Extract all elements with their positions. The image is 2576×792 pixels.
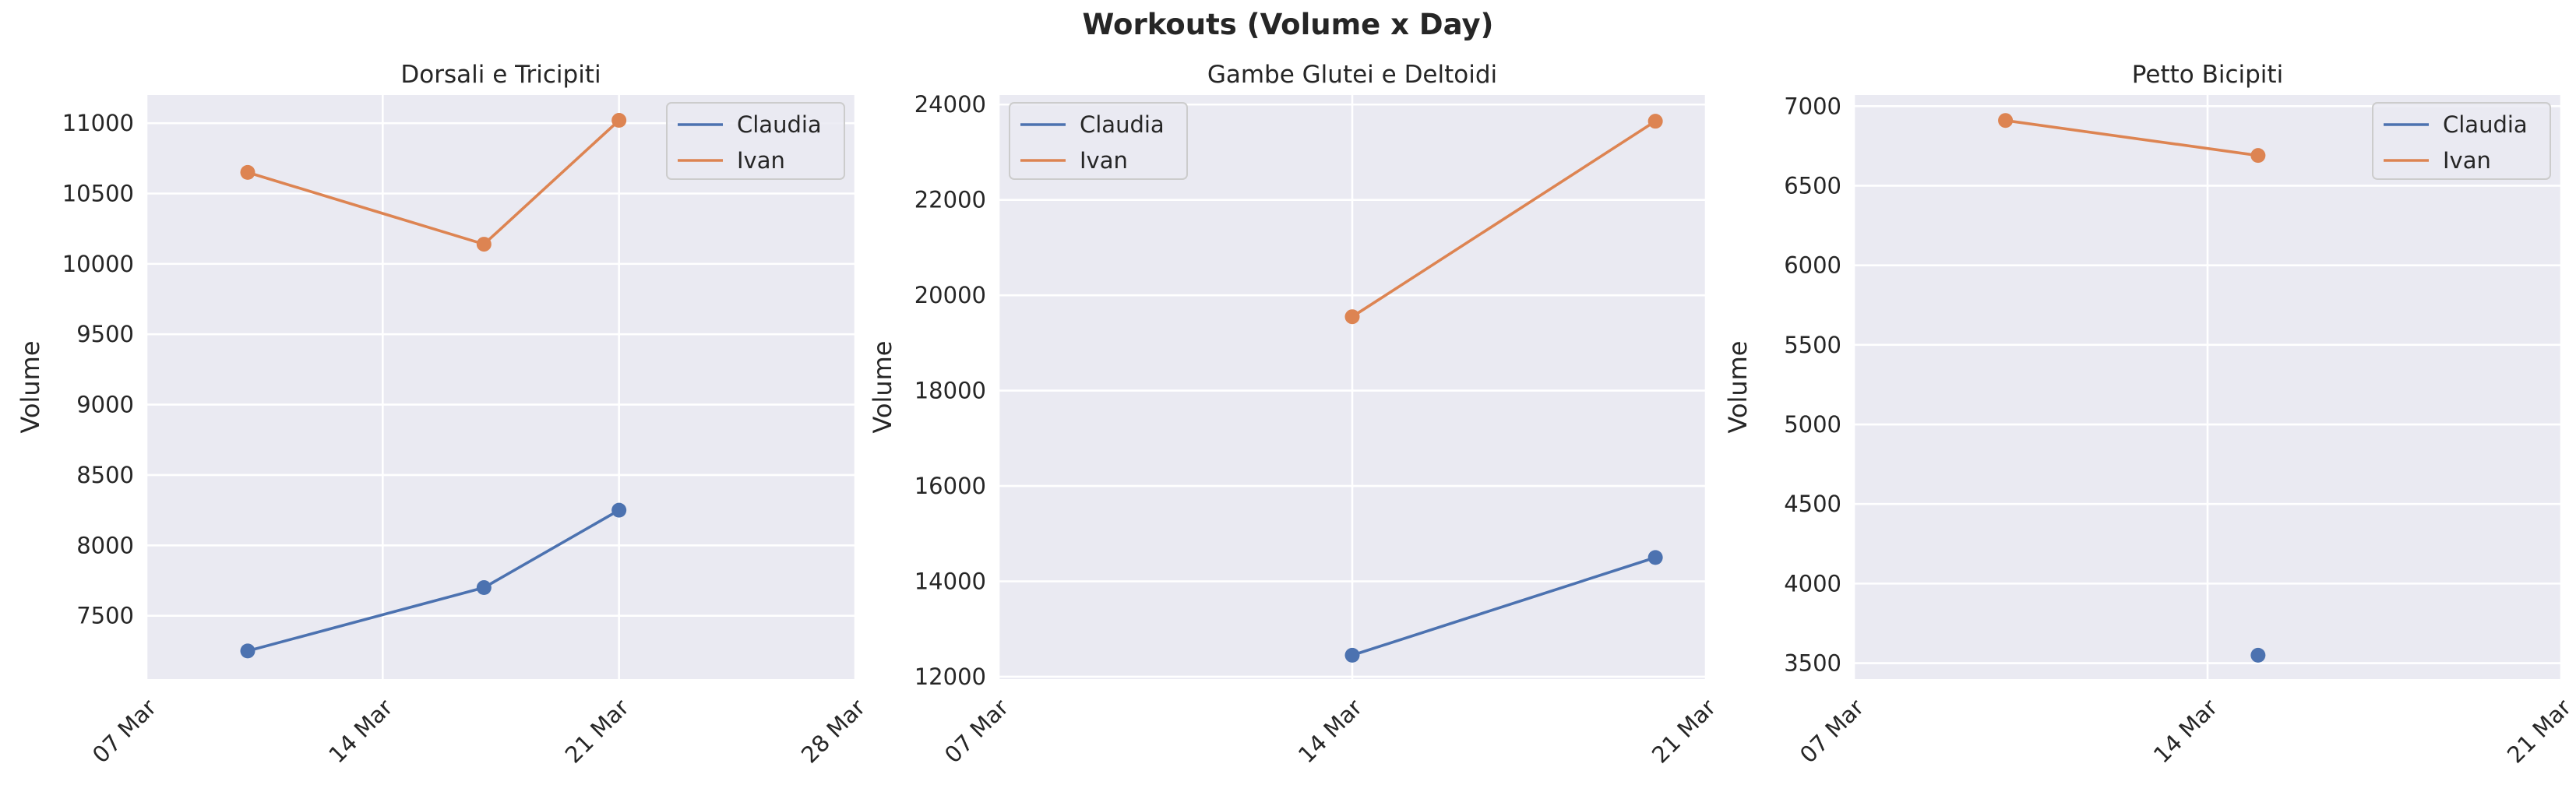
y-tick-label: 6500 [1784, 172, 1841, 199]
legend-entry-label: Claudia [737, 111, 822, 138]
chart-2: 12000 14000 16000 18000 20000 22000 24000 07 Ma… [868, 61, 1721, 769]
y-axis-label: Volume [868, 340, 897, 433]
legend-entry-label: Claudia [2443, 111, 2528, 138]
figure-title: Workouts (Volume x Day) [1082, 8, 1494, 41]
x-tick-label: 28 Mar [796, 694, 870, 768]
y-tick-label: 3500 [1784, 650, 1841, 677]
legend-entry-label: Ivan [737, 147, 785, 174]
y-tick-label: 5000 [1784, 411, 1841, 438]
x-tick-label: 14 Mar [323, 694, 397, 768]
y-tick-label: 18000 [914, 378, 986, 404]
legend-entry-label: Ivan [1080, 147, 1128, 174]
legend-entry-label: Claudia [1080, 111, 1165, 138]
data-point-ivan [476, 237, 492, 252]
y-tick-label: 8000 [76, 532, 134, 558]
x-tick-label: 07 Mar [87, 694, 161, 768]
plot-background [146, 95, 855, 679]
y-tick-label: 14000 [914, 568, 986, 594]
data-point-claudia [2250, 647, 2266, 663]
data-point-ivan [1647, 114, 1663, 129]
data-point-ivan [1998, 113, 2014, 128]
data-point-ivan [240, 164, 255, 180]
y-tick-label: 7500 [76, 603, 134, 629]
y-tick-label: 5500 [1784, 332, 1841, 358]
y-tick-label: 24000 [914, 91, 986, 118]
x-tick-label: 21 Mar [1647, 694, 1721, 768]
chart-title: Gambe Glutei e Deltoidi [1207, 61, 1497, 89]
y-tick-label: 9500 [76, 321, 134, 347]
chart-3: 3500 4000 4500 5000 5500 6000 6500 7000 07 Mar 14… [1723, 61, 2576, 769]
series-line-ivan [2003, 118, 2260, 157]
legend: Claudia Ivan [2372, 102, 2551, 180]
chart-title: Dorsali e Tricipiti [400, 61, 601, 89]
x-tick-label: 07 Mar [1795, 694, 1869, 768]
y-tick-label: 4000 [1784, 570, 1841, 597]
y-tick-label: 7000 [1784, 93, 1841, 119]
y-tick-label: 20000 [914, 282, 986, 308]
y-tick-label: 10000 [62, 251, 134, 277]
legend-entry-label: Ivan [2443, 147, 2491, 174]
x-tick-label: 14 Mar [2148, 694, 2222, 768]
y-tick-label: 12000 [914, 664, 986, 690]
x-tick-label: 21 Mar [2502, 694, 2576, 768]
y-tick-label: 22000 [914, 187, 986, 213]
chart-1: 7500 8000 8500 9000 9500 10000 10500 11000 07 Ma… [16, 61, 870, 769]
y-tick-label: 4500 [1784, 491, 1841, 517]
y-tick-label: 9000 [76, 392, 134, 418]
y-tick-label: 11000 [62, 110, 134, 136]
y-axis-label: Volume [16, 340, 45, 433]
data-point-ivan [1344, 309, 1360, 325]
x-tick-label: 07 Mar [939, 694, 1013, 768]
x-tick-label: 14 Mar [1293, 694, 1367, 768]
series-line-claudia [1351, 556, 1657, 657]
y-tick-label: 6000 [1784, 252, 1841, 279]
y-axis-label: Volume [1723, 340, 1753, 433]
data-point-claudia [1344, 647, 1360, 663]
series-line-ivan [1351, 119, 1657, 319]
data-point-ivan [2250, 148, 2266, 164]
data-point-claudia [611, 502, 627, 518]
legend: Claudia Ivan [666, 102, 845, 180]
y-tick-label: 16000 [914, 473, 986, 499]
data-point-claudia [240, 643, 255, 659]
data-point-claudia [476, 580, 492, 596]
chart-title: Petto Bicipiti [2132, 61, 2283, 89]
y-tick-label: 8500 [76, 462, 134, 488]
x-tick-label: 21 Mar [560, 694, 634, 768]
y-tick-label: 10500 [62, 181, 134, 207]
data-point-ivan [611, 113, 627, 128]
data-point-claudia [1647, 550, 1663, 565]
legend: Claudia Ivan [1009, 102, 1188, 180]
